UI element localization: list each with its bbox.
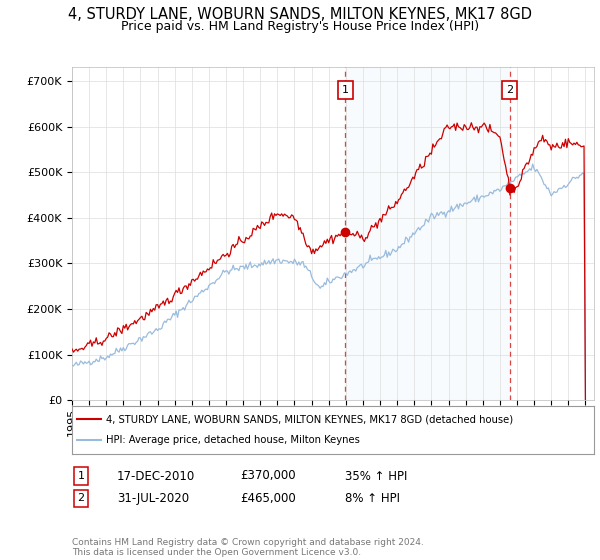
Bar	[345, 67, 510, 400]
Text: 17-DEC-2010: 17-DEC-2010	[117, 469, 195, 483]
Text: £370,000: £370,000	[240, 469, 296, 483]
Text: 4, STURDY LANE, WOBURN SANDS, MILTON KEYNES, MK17 8GD: 4, STURDY LANE, WOBURN SANDS, MILTON KEY…	[68, 7, 532, 22]
Text: 1: 1	[77, 471, 85, 481]
Text: 4, STURDY LANE, WOBURN SANDS, MILTON KEYNES, MK17 8GD (detached house): 4, STURDY LANE, WOBURN SANDS, MILTON KEY…	[106, 414, 513, 424]
Text: 8% ↑ HPI: 8% ↑ HPI	[345, 492, 400, 505]
Text: Price paid vs. HM Land Registry's House Price Index (HPI): Price paid vs. HM Land Registry's House …	[121, 20, 479, 33]
Text: 2: 2	[506, 85, 514, 95]
Text: £465,000: £465,000	[240, 492, 296, 505]
Text: 2: 2	[77, 493, 85, 503]
Text: 31-JUL-2020: 31-JUL-2020	[117, 492, 189, 505]
Text: Contains HM Land Registry data © Crown copyright and database right 2024.
This d: Contains HM Land Registry data © Crown c…	[72, 538, 424, 557]
Text: 1: 1	[341, 85, 349, 95]
Text: HPI: Average price, detached house, Milton Keynes: HPI: Average price, detached house, Milt…	[106, 435, 360, 445]
Text: 35% ↑ HPI: 35% ↑ HPI	[345, 469, 407, 483]
